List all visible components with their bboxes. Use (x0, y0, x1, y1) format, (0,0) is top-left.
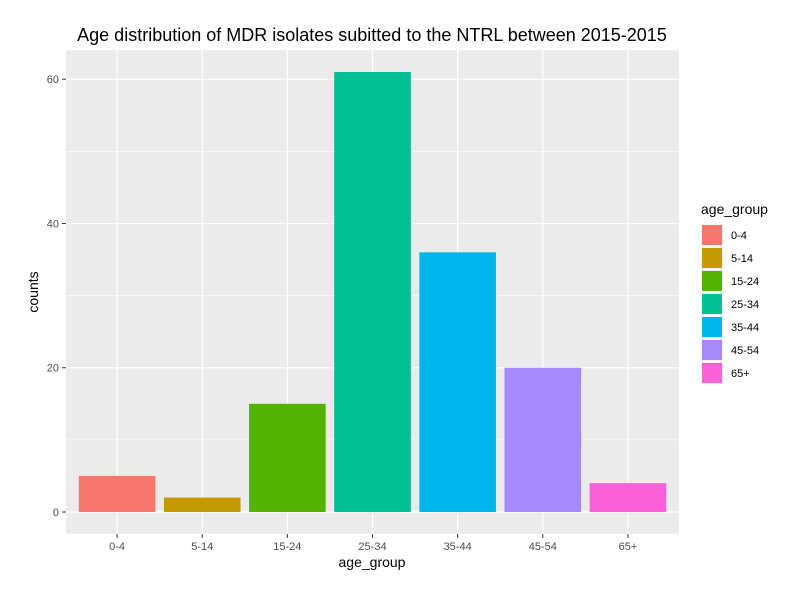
x-axis-title: age_group (339, 554, 406, 570)
bar-65+ (589, 483, 667, 512)
legend-swatch-35-44 (702, 317, 722, 337)
legend-swatch-65+ (702, 363, 722, 383)
legend-label: 15-24 (731, 276, 759, 288)
bar-15-24 (249, 403, 326, 512)
x-tick-label: 65+ (619, 541, 638, 553)
legend-swatch-45-54 (702, 340, 722, 360)
y-tick-label: 20 (47, 363, 59, 375)
y-tick-label: 40 (47, 218, 59, 230)
x-tick-label: 25-34 (358, 541, 386, 553)
x-axis: 0-4 5-14 15-24 25-34 35-44 45-54 65+ (109, 534, 637, 553)
legend-label: 5-14 (731, 253, 753, 265)
y-tick-label: 60 (47, 74, 59, 86)
bars (78, 72, 667, 512)
y-axis-title: counts (25, 271, 41, 312)
x-tick-label: 15-24 (273, 541, 301, 553)
bar-5-14 (163, 497, 241, 512)
y-axis: 0 20 40 60 (47, 74, 66, 519)
legend-label: 45-54 (731, 345, 759, 357)
bar-0-4 (78, 475, 156, 512)
bar-45-54 (504, 367, 582, 512)
legend-swatch-15-24 (702, 271, 722, 291)
bar-35-44 (419, 252, 496, 512)
legend-label: 65+ (731, 368, 750, 380)
legend-swatch-0-4 (702, 225, 722, 245)
legend-items: 0-4 5-14 15-24 25-34 35-44 45-54 65+ (701, 224, 759, 384)
chart-title: Age distribution of MDR isolates subitte… (77, 25, 667, 45)
y-tick-label: 0 (53, 507, 59, 519)
x-tick-label: 5-14 (191, 541, 213, 553)
legend-swatch-25-34 (702, 294, 722, 314)
legend-swatch-5-14 (702, 248, 722, 268)
legend: age_group 0-4 5-14 15-24 25-34 35-44 45-54 65+ (701, 201, 768, 384)
x-tick-label: 35-44 (444, 541, 472, 553)
legend-label: 35-44 (731, 322, 759, 334)
legend-label: 25-34 (731, 299, 759, 311)
x-tick-label: 45-54 (529, 541, 557, 553)
legend-label: 0-4 (731, 230, 747, 242)
legend-title: age_group (701, 201, 768, 217)
x-tick-label: 0-4 (109, 541, 125, 553)
bar-25-34 (334, 72, 411, 512)
